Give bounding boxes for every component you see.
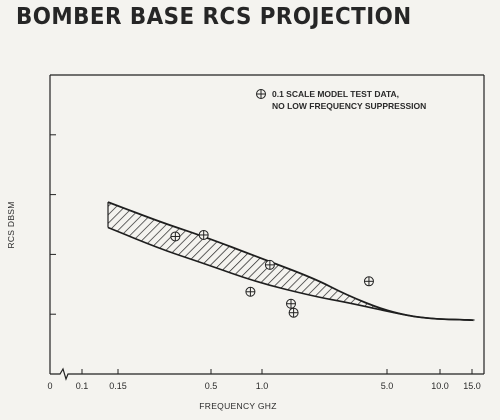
test-data-point [245, 286, 256, 297]
test-data-point [264, 259, 275, 270]
legend-line-2: NO LOW FREQUENCY SUPPRESSION [272, 101, 426, 111]
test-data-point [286, 298, 296, 309]
y-axis-label: RCS DBSM [6, 201, 16, 248]
x-axis-line [50, 367, 484, 381]
x-tick-label: 1.0 [256, 381, 269, 391]
x-axis-label: FREQUENCY GHZ [199, 401, 276, 411]
test-data-point [170, 231, 181, 242]
x-tick-label: 0.15 [109, 381, 127, 391]
y-ticks [50, 74, 56, 315]
x-tick-label: 0 [47, 381, 52, 391]
lower-bound-line [107, 226, 475, 321]
x-tick-label: 0.5 [205, 381, 218, 391]
test-data-point [198, 229, 209, 240]
legend-marker [256, 89, 266, 99]
x-tick-label: 0.1 [76, 381, 89, 391]
legend: 0.1 SCALE MODEL TEST DATA, NO LOW FREQUE… [256, 89, 426, 111]
rcs-band [107, 201, 475, 322]
legend-line-1: 0.1 SCALE MODEL TEST DATA, [272, 89, 399, 99]
test-data-point [363, 276, 374, 287]
chart-title: BOMBER BASE RCS PROJECTION [16, 4, 412, 30]
x-tick-label: 15.0 [463, 381, 481, 391]
test-data-points [170, 229, 374, 318]
x-tick-label: 5.0 [381, 381, 394, 391]
x-ticks: 0 0.1 0.15 0.5 1.0 5.0 10.0 15.0 [47, 369, 481, 391]
x-tick-label: 10.0 [431, 381, 449, 391]
plot-frame [49, 74, 485, 381]
test-data-point [288, 307, 299, 318]
